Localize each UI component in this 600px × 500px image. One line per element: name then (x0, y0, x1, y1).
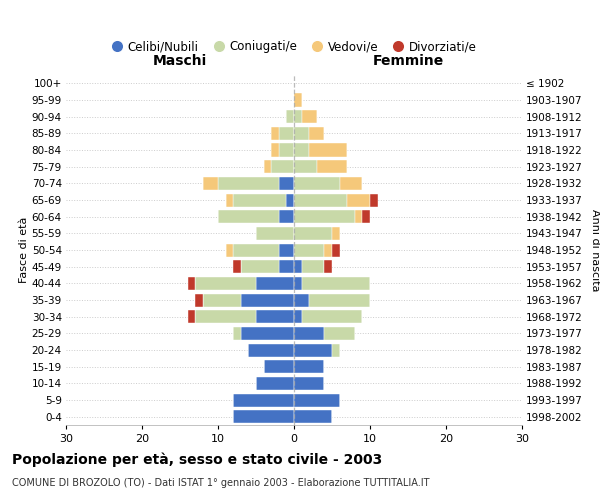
Bar (233, 410, 294, 423)
Bar (279, 260, 294, 273)
Bar (233, 194, 286, 206)
Bar (317, 160, 347, 173)
Bar (195, 294, 203, 306)
Text: Maschi: Maschi (153, 54, 207, 68)
Bar (340, 177, 362, 190)
Bar (325, 327, 355, 340)
Bar (203, 177, 218, 190)
Bar (218, 210, 279, 223)
Bar (233, 394, 294, 406)
Bar (233, 327, 241, 340)
Bar (294, 410, 332, 423)
Bar (332, 227, 340, 240)
Bar (195, 310, 256, 323)
Bar (309, 144, 347, 156)
Text: Popolazione per età, sesso e stato civile - 2003: Popolazione per età, sesso e stato civil… (12, 452, 382, 467)
Bar (302, 310, 362, 323)
Bar (370, 194, 377, 206)
Bar (279, 244, 294, 256)
Bar (279, 127, 294, 140)
Legend: Celibi/Nubili, Coniugati/e, Vedovi/e, Divorziati/e: Celibi/Nubili, Coniugati/e, Vedovi/e, Di… (106, 36, 482, 58)
Bar (241, 260, 279, 273)
Bar (256, 377, 294, 390)
Text: Femmine: Femmine (373, 54, 443, 68)
Bar (188, 310, 195, 323)
Bar (332, 244, 340, 256)
Bar (256, 277, 294, 290)
Bar (203, 294, 241, 306)
Bar (294, 377, 325, 390)
Bar (294, 310, 302, 323)
Bar (294, 227, 332, 240)
Bar (286, 110, 294, 123)
Bar (294, 327, 325, 340)
Bar (271, 127, 279, 140)
Bar (226, 244, 233, 256)
Bar (294, 144, 309, 156)
Bar (233, 260, 241, 273)
Bar (294, 294, 309, 306)
Bar (271, 144, 279, 156)
Bar (241, 327, 294, 340)
Bar (294, 160, 317, 173)
Bar (294, 94, 302, 106)
Bar (294, 244, 325, 256)
Bar (271, 160, 294, 173)
Bar (294, 394, 340, 406)
Bar (332, 344, 340, 356)
Bar (279, 144, 294, 156)
Bar (241, 294, 294, 306)
Bar (294, 127, 309, 140)
Bar (195, 277, 256, 290)
Bar (233, 244, 279, 256)
Bar (294, 210, 355, 223)
Bar (302, 110, 317, 123)
Bar (256, 310, 294, 323)
Text: COMUNE DI BROZOLO (TO) - Dati ISTAT 1° gennaio 2003 - Elaborazione TUTTITALIA.IT: COMUNE DI BROZOLO (TO) - Dati ISTAT 1° g… (12, 478, 430, 488)
Bar (226, 194, 233, 206)
Bar (263, 160, 271, 173)
Bar (279, 177, 294, 190)
Bar (263, 360, 294, 373)
Bar (294, 260, 302, 273)
Y-axis label: Anni di nascita: Anni di nascita (590, 209, 599, 291)
Bar (286, 194, 294, 206)
Bar (309, 294, 370, 306)
Bar (294, 177, 340, 190)
Bar (294, 110, 302, 123)
Bar (325, 260, 332, 273)
Bar (279, 210, 294, 223)
Bar (218, 177, 279, 190)
Bar (256, 227, 294, 240)
Bar (294, 277, 302, 290)
Y-axis label: Fasce di età: Fasce di età (19, 217, 29, 283)
Bar (325, 244, 332, 256)
Bar (362, 210, 370, 223)
Bar (294, 194, 347, 206)
Bar (355, 210, 362, 223)
Bar (248, 344, 294, 356)
Bar (347, 194, 370, 206)
Bar (302, 277, 370, 290)
Bar (188, 277, 195, 290)
Bar (309, 127, 325, 140)
Bar (294, 360, 325, 373)
Bar (302, 260, 325, 273)
Bar (294, 344, 332, 356)
